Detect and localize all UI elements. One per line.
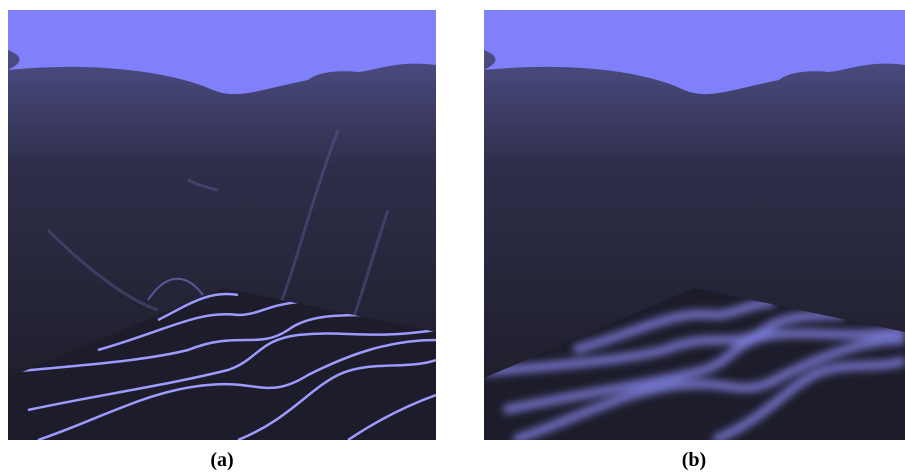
panel-a-image [8,10,436,440]
panel-label: (a) [162,449,282,472]
panel-label: (b) [634,449,754,472]
panel-b-image [484,10,905,440]
figure: (a) (b) (() => { const data = JSON.parse… [0,0,905,476]
